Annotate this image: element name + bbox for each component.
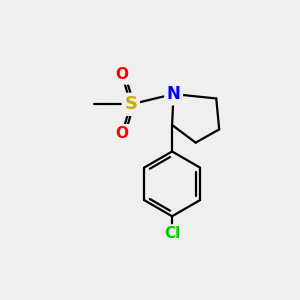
Text: S: S	[124, 95, 137, 113]
Text: Cl: Cl	[164, 226, 180, 242]
Text: N: N	[167, 85, 181, 103]
Text: O: O	[116, 126, 128, 141]
Text: O: O	[116, 68, 128, 82]
